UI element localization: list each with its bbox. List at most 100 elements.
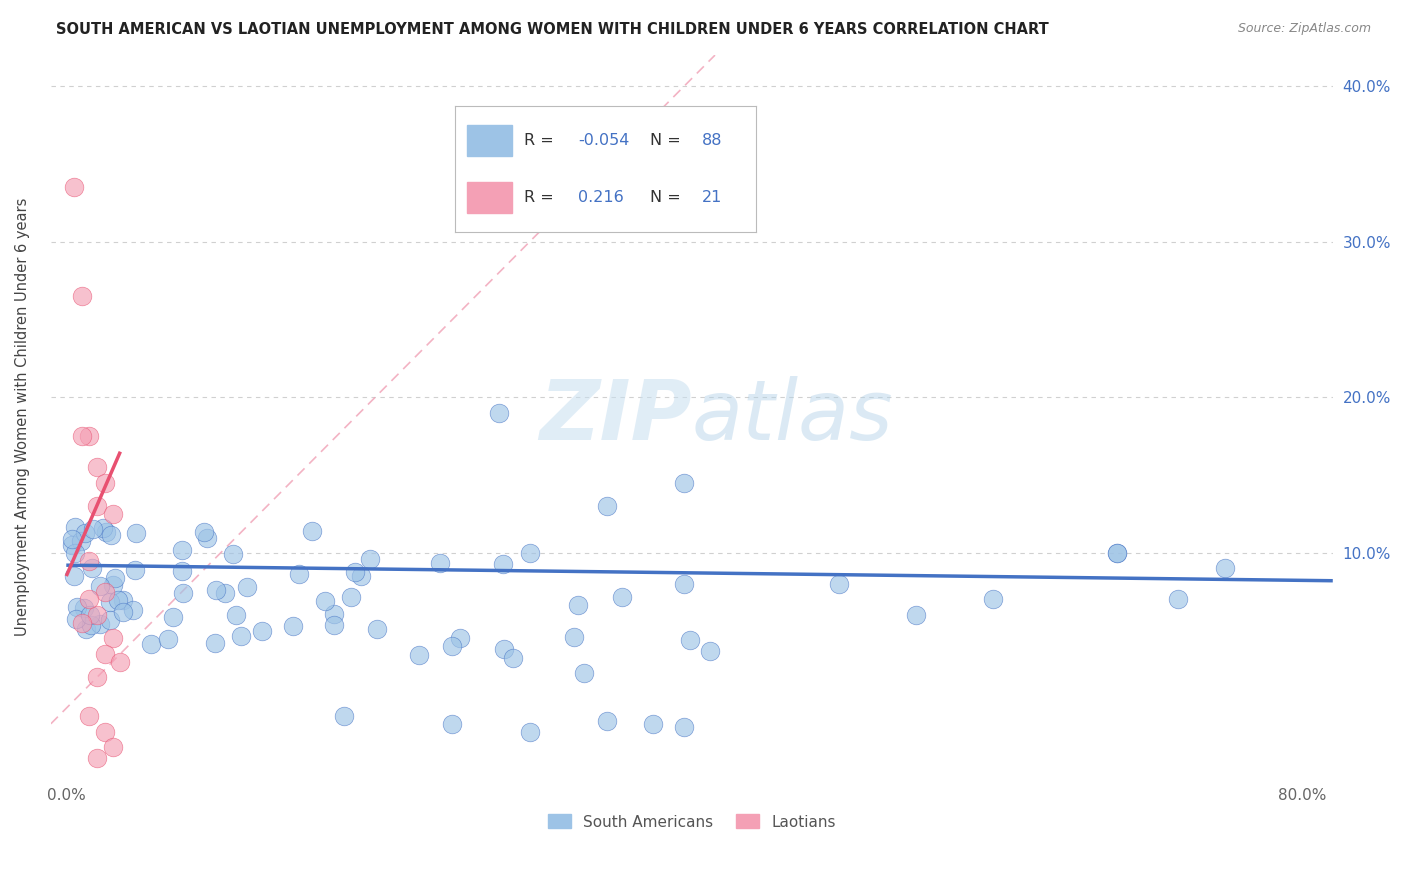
Point (63, 546, 86, 560)
Point (82, 522, 104, 536)
Point (441, 716, 464, 731)
Point (225, 607, 247, 622)
Point (107, 593, 129, 607)
Point (86, 607, 108, 622)
Point (157, 632, 180, 646)
Point (82, 561, 104, 575)
Point (323, 618, 346, 632)
Text: atlas: atlas (692, 376, 893, 458)
Point (699, 644, 721, 658)
Point (231, 629, 253, 643)
Point (344, 565, 367, 579)
Point (429, 556, 451, 570)
Point (679, 633, 702, 648)
Point (86, 460, 108, 475)
Point (79, 608, 101, 623)
Point (112, 593, 135, 607)
Point (281, 619, 304, 633)
Point (1105, 546, 1128, 560)
Point (172, 586, 194, 600)
Point (98, 613, 121, 627)
Point (827, 577, 849, 591)
Point (94, 584, 117, 599)
Point (72, 601, 94, 615)
Point (519, 724, 541, 739)
Point (193, 524, 215, 539)
Legend: South Americans, Laotians: South Americans, Laotians (541, 808, 842, 836)
Point (70, 289, 93, 303)
Point (170, 564, 193, 578)
Point (252, 624, 274, 638)
Point (63, 180, 86, 194)
Point (94, 475, 117, 490)
Point (65, 612, 87, 626)
Point (89, 617, 111, 632)
Point (288, 567, 311, 582)
Point (350, 568, 373, 582)
Point (79, 709, 101, 723)
Point (70, 615, 93, 630)
Point (125, 525, 148, 540)
Point (195, 531, 218, 545)
Point (359, 552, 381, 566)
Point (110, 655, 132, 669)
Point (610, 591, 633, 605)
Point (101, 507, 124, 521)
Point (94, 647, 117, 661)
Point (488, 406, 510, 420)
Point (79, 592, 101, 607)
Point (70, 533, 93, 548)
Point (86, 751, 108, 765)
Point (450, 632, 472, 646)
Point (574, 665, 596, 680)
Point (1213, 561, 1236, 575)
Point (567, 599, 589, 613)
Point (596, 499, 619, 513)
Point (214, 586, 236, 600)
Point (75, 622, 97, 636)
Y-axis label: Unemployment Among Women with Children Under 6 years: Unemployment Among Women with Children U… (15, 197, 30, 636)
Point (643, 716, 665, 731)
Point (100, 528, 122, 542)
Point (492, 642, 515, 657)
Point (63, 520, 86, 534)
Point (73, 526, 96, 541)
Point (124, 563, 146, 577)
Point (340, 591, 363, 605)
Point (205, 582, 228, 597)
Point (86, 670, 108, 684)
Point (1105, 546, 1128, 560)
Point (94, 524, 117, 539)
Point (162, 609, 184, 624)
Point (204, 635, 226, 649)
Point (111, 605, 134, 619)
Point (101, 632, 124, 646)
Point (981, 592, 1004, 607)
Point (91, 521, 114, 535)
Point (101, 740, 124, 755)
Point (222, 548, 245, 562)
Point (86, 499, 108, 513)
Text: Source: ZipAtlas.com: Source: ZipAtlas.com (1237, 22, 1371, 36)
Point (139, 637, 162, 651)
Point (70, 429, 93, 443)
Point (323, 607, 346, 621)
Point (80, 617, 103, 632)
Point (333, 709, 356, 723)
Point (492, 557, 515, 571)
Point (100, 595, 122, 609)
Point (101, 578, 124, 592)
Point (562, 630, 585, 644)
Point (673, 577, 696, 591)
Text: SOUTH AMERICAN VS LAOTIAN UNEMPLOYMENT AMONG WOMEN WITH CHILDREN UNDER 6 YEARS C: SOUTH AMERICAN VS LAOTIAN UNEMPLOYMENT A… (56, 22, 1049, 37)
Point (89, 579, 111, 593)
Point (172, 543, 194, 558)
Point (673, 720, 696, 734)
Point (366, 622, 388, 636)
Point (79, 429, 101, 443)
Point (60, 538, 83, 552)
Point (314, 594, 336, 608)
Point (79, 553, 101, 567)
Point (441, 639, 464, 653)
Point (63, 569, 86, 583)
